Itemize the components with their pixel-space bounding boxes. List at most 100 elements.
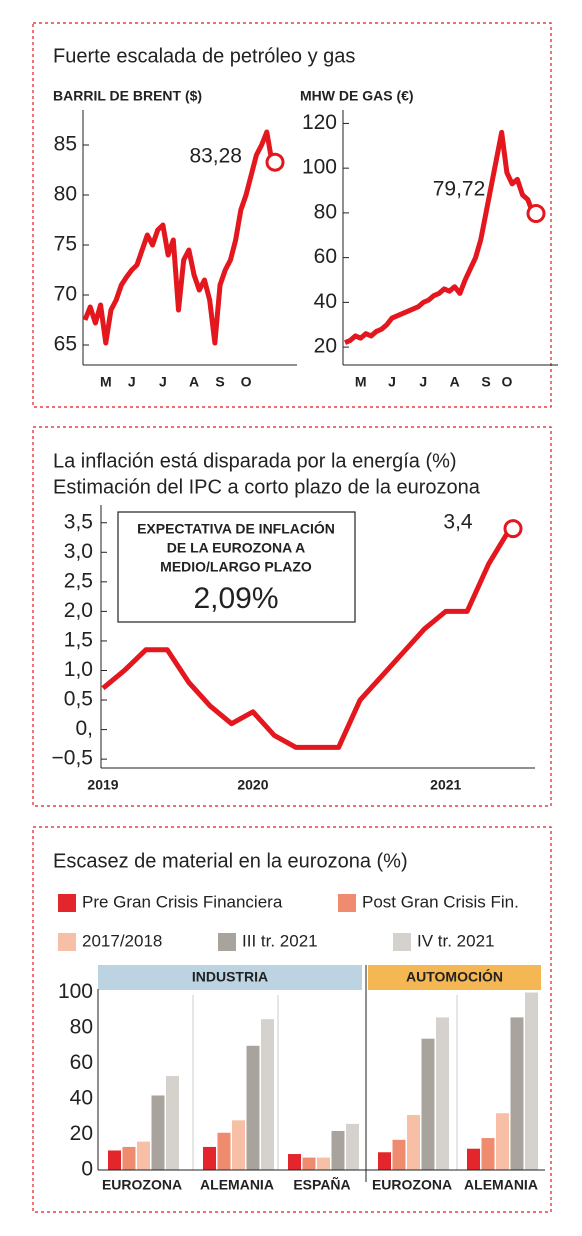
panel-border (32, 826, 552, 1213)
y-tick-label: 70 (54, 283, 77, 306)
y-tick-label: 0,5 (64, 688, 93, 711)
panel-subtitle: Estimación del IPC a corto plazo de la e… (53, 476, 481, 498)
bar (288, 1154, 301, 1170)
y-tick-label: 3,5 (64, 510, 93, 533)
y-tick-label: 100 (58, 980, 93, 1003)
box-value: 2,09% (193, 582, 278, 615)
x-tick-label: J (128, 374, 136, 390)
y-tick-label: 3,0 (64, 540, 93, 563)
box-text: MEDIO/LARGO PLAZO (160, 559, 312, 575)
axis-title: MHW DE GAS (€) (300, 88, 414, 104)
y-tick-label: 80 (314, 200, 337, 223)
y-tick-label: 60 (70, 1051, 93, 1074)
bar (331, 1130, 345, 1170)
panel-border (32, 22, 552, 408)
x-tick-label: ALEMANIA (464, 1177, 538, 1193)
bar (108, 1150, 121, 1170)
bar (203, 1146, 216, 1170)
bar (246, 1045, 260, 1170)
legend-swatch (393, 933, 411, 951)
bar (261, 1019, 274, 1170)
y-tick-label: 80 (54, 183, 77, 206)
y-tick-label: 40 (314, 290, 337, 313)
legend-label: Pre Gran Crisis Financiera (82, 892, 283, 911)
y-tick-label: 65 (54, 333, 77, 356)
legend-label: IV tr. 2021 (417, 931, 495, 950)
legend-label: 2017/2018 (82, 931, 162, 950)
legend-swatch (218, 933, 236, 951)
bar (510, 1017, 524, 1170)
group-label: INDUSTRIA (192, 969, 268, 985)
x-tick-label: 2019 (87, 777, 118, 793)
x-tick-label: ESPAÑA (293, 1176, 350, 1193)
y-tick-label: 0 (81, 1158, 93, 1181)
panel-title: La inflación está disparada por la energ… (53, 450, 457, 472)
legend-swatch (338, 894, 356, 912)
panel-title: Fuerte escalada de petróleo y gas (53, 45, 355, 67)
x-tick-label: M (100, 374, 112, 390)
y-tick-label: 2,0 (64, 599, 93, 622)
line (344, 129, 536, 345)
legend-label: III tr. 2021 (242, 931, 318, 950)
annotation-box (117, 511, 356, 623)
bar (421, 1038, 435, 1170)
x-tick-label: J (159, 374, 167, 390)
y-tick-label: 85 (54, 133, 77, 156)
x-tick-label: J (388, 374, 396, 390)
bar (525, 992, 538, 1170)
x-tick-label: EUROZONA (372, 1177, 452, 1193)
x-tick-label: EUROZONA (102, 1177, 182, 1193)
y-tick-label: 100 (302, 156, 337, 179)
x-tick-label: J (419, 374, 427, 390)
legend-label: Post Gran Crisis Fin. (362, 892, 519, 911)
x-tick-label: S (481, 374, 490, 390)
panel-title: Escasez de material en la eurozona (%) (53, 850, 408, 872)
line (82, 129, 275, 346)
x-tick-label: A (189, 374, 199, 390)
y-tick-label: 120 (302, 111, 337, 134)
box-text: DE LA EUROZONA A (167, 540, 305, 556)
bar (436, 1017, 449, 1170)
y-tick-label: 20 (70, 1122, 93, 1145)
line (101, 527, 513, 750)
y-tick-label: 75 (54, 233, 77, 256)
bar (302, 1157, 316, 1170)
bar (122, 1146, 136, 1170)
legend-swatch (58, 894, 76, 912)
y-tick-label: 40 (70, 1087, 93, 1110)
x-tick-label: S (215, 374, 224, 390)
end-point (526, 204, 546, 224)
legend-swatch (58, 933, 76, 951)
group-label: AUTOMOCIÓN (406, 968, 503, 985)
bar (481, 1138, 495, 1170)
bar (151, 1095, 165, 1170)
y-tick-label: 1,0 (64, 658, 93, 681)
group-header (368, 965, 541, 990)
x-tick-label: 2021 (430, 777, 461, 793)
y-tick-label: 1,5 (64, 628, 93, 651)
bar (378, 1152, 391, 1170)
y-tick-label: 60 (314, 245, 337, 268)
x-tick-label: 2020 (237, 777, 268, 793)
bar (407, 1114, 420, 1170)
group-header (98, 965, 362, 990)
axis-title: BARRIL DE BRENT ($) (53, 88, 202, 104)
bar (392, 1139, 406, 1170)
bar (467, 1148, 480, 1170)
bar (217, 1132, 231, 1170)
x-tick-label: O (241, 374, 252, 390)
bar (166, 1075, 179, 1170)
box-text: EXPECTATIVA DE INFLACIÓN (137, 520, 335, 537)
x-tick-label: A (450, 374, 460, 390)
x-tick-label: ALEMANIA (200, 1177, 274, 1193)
y-tick-label: 80 (70, 1016, 93, 1039)
y-tick-label: 2,5 (64, 569, 93, 592)
x-tick-label: M (355, 374, 367, 390)
bar (317, 1157, 330, 1170)
bar (137, 1141, 150, 1170)
annotation: 3,4 (443, 511, 473, 534)
bar (346, 1123, 359, 1170)
annotation: 79,72 (433, 178, 486, 201)
bar (496, 1113, 509, 1170)
y-tick-label: 20 (314, 335, 337, 358)
